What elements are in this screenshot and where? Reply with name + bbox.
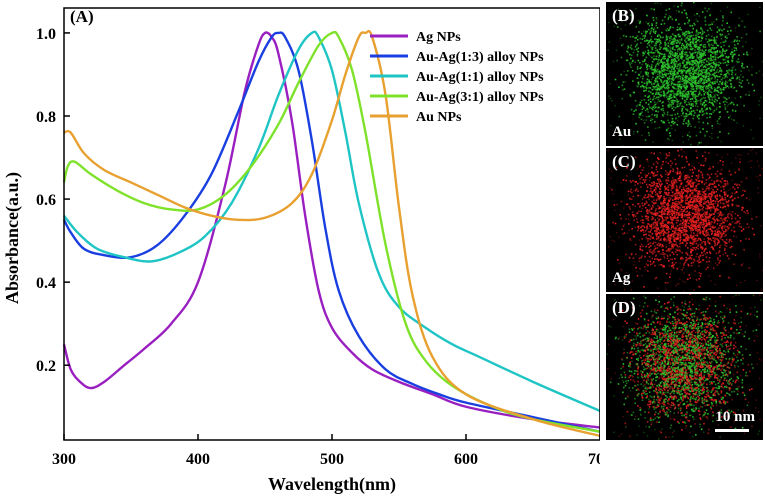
- legend-label: Au-Ag(1:3) alloy NPs: [416, 50, 544, 65]
- edx-panel-d: (D) 10 nm: [606, 294, 763, 440]
- x-tick-label: 500: [320, 451, 344, 468]
- x-tick-label: 300: [52, 451, 76, 468]
- legend-label: Au NPs: [416, 110, 462, 125]
- legend-label: Au-Ag(3:1) alloy NPs: [416, 90, 544, 105]
- panel-label-d: (D): [612, 298, 636, 317]
- ag-map-image: [607, 148, 763, 292]
- series-line-2: [63, 30, 600, 413]
- au-map-image: [607, 2, 763, 146]
- y-tick-label: 0.4: [36, 275, 56, 292]
- scale-bar-label: 10 nm: [715, 409, 755, 425]
- element-label-au: Au: [612, 124, 632, 140]
- series-line-4: [63, 29, 600, 438]
- edx-panel-c: (C) Ag: [606, 148, 763, 292]
- series-line-0: [62, 31, 600, 429]
- legend-label: Ag NPs: [416, 30, 461, 45]
- y-tick-label: 0.8: [36, 109, 56, 126]
- absorbance-chart: 300 400 500 600 700 0.2 0.4 0.6 0.8 1.0 (A) Wavel…: [2, 7, 600, 495]
- panel-label-c: (C): [612, 152, 636, 171]
- y-axis-label: Absorbance(a.u.): [2, 172, 23, 304]
- scale-bar: [715, 429, 749, 432]
- y-tick-label: 1.0: [36, 26, 56, 43]
- overlay-map-image: [606, 294, 763, 440]
- series-line-3: [62, 30, 600, 433]
- legend: Ag NPs Au-Ag(1:3) alloy NPs Au-Ag(1:1) all…: [370, 30, 544, 125]
- x-tick-label: 600: [454, 451, 478, 468]
- panel-label-a: (A): [70, 7, 94, 26]
- x-axis-label: Wavelength(nm): [268, 474, 396, 495]
- edx-panel-b: (B) Au: [606, 2, 763, 146]
- series-line-1: [62, 31, 600, 433]
- x-tick-label: 700: [588, 451, 600, 468]
- y-tick-label: 0.2: [36, 358, 56, 375]
- y-tick-label: 0.6: [36, 192, 56, 209]
- x-tick-label: 400: [186, 451, 210, 468]
- legend-label: Au-Ag(1:1) alloy NPs: [416, 70, 544, 85]
- element-label-ag: Ag: [612, 270, 631, 286]
- panel-label-b: (B): [612, 6, 635, 25]
